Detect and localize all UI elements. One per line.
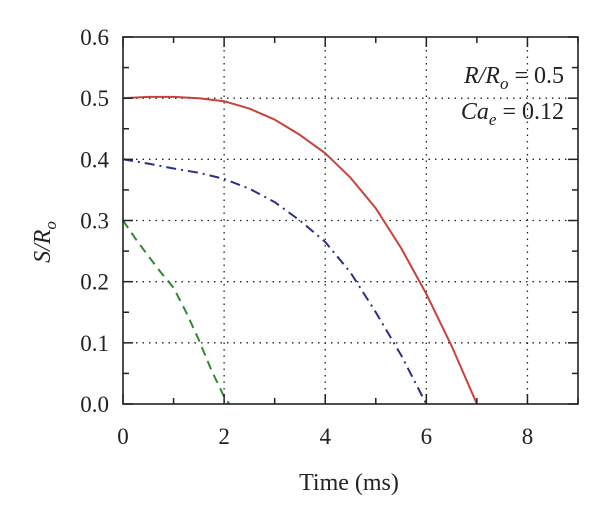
x-axis-title: Time (ms) bbox=[299, 470, 399, 496]
x-tick-label: 0 bbox=[117, 424, 129, 449]
y-tick-label: 0.2 bbox=[80, 270, 109, 295]
series-line-3 bbox=[122, 219, 231, 405]
annotation-ratio: R/Ro = 0.5 bbox=[463, 63, 564, 93]
annotations: R/Ro = 0.5 Cae = 0.12 bbox=[461, 63, 564, 129]
tick-labels: 0 2 4 6 8 0.0 0.1 0.2 0.3 0.4 0.5 0.6 bbox=[80, 25, 533, 449]
series-line-2 bbox=[122, 158, 428, 405]
ticks bbox=[122, 36, 579, 405]
y-axis-title-main: S/R bbox=[30, 229, 56, 263]
series-line-1 bbox=[122, 95, 478, 405]
x-tick-label: 4 bbox=[319, 424, 331, 449]
series-layer bbox=[122, 95, 478, 405]
x-tick-label: 2 bbox=[218, 424, 230, 449]
annotation-capillary: Cae = 0.12 bbox=[461, 99, 564, 129]
y-tick-label: 0.4 bbox=[80, 147, 109, 172]
y-tick-label: 0.6 bbox=[80, 25, 109, 50]
y-tick-label: 0.5 bbox=[80, 86, 109, 111]
x-tick-label: 6 bbox=[421, 424, 433, 449]
y-tick-label: 0.0 bbox=[80, 392, 109, 417]
x-tick-label: 8 bbox=[522, 424, 534, 449]
y-axis-title: S/Ro bbox=[30, 221, 60, 263]
y-tick-label: 0.1 bbox=[80, 331, 109, 356]
y-tick-label: 0.3 bbox=[80, 209, 109, 234]
y-axis-title-sub: o bbox=[41, 221, 60, 230]
grid bbox=[123, 37, 578, 404]
